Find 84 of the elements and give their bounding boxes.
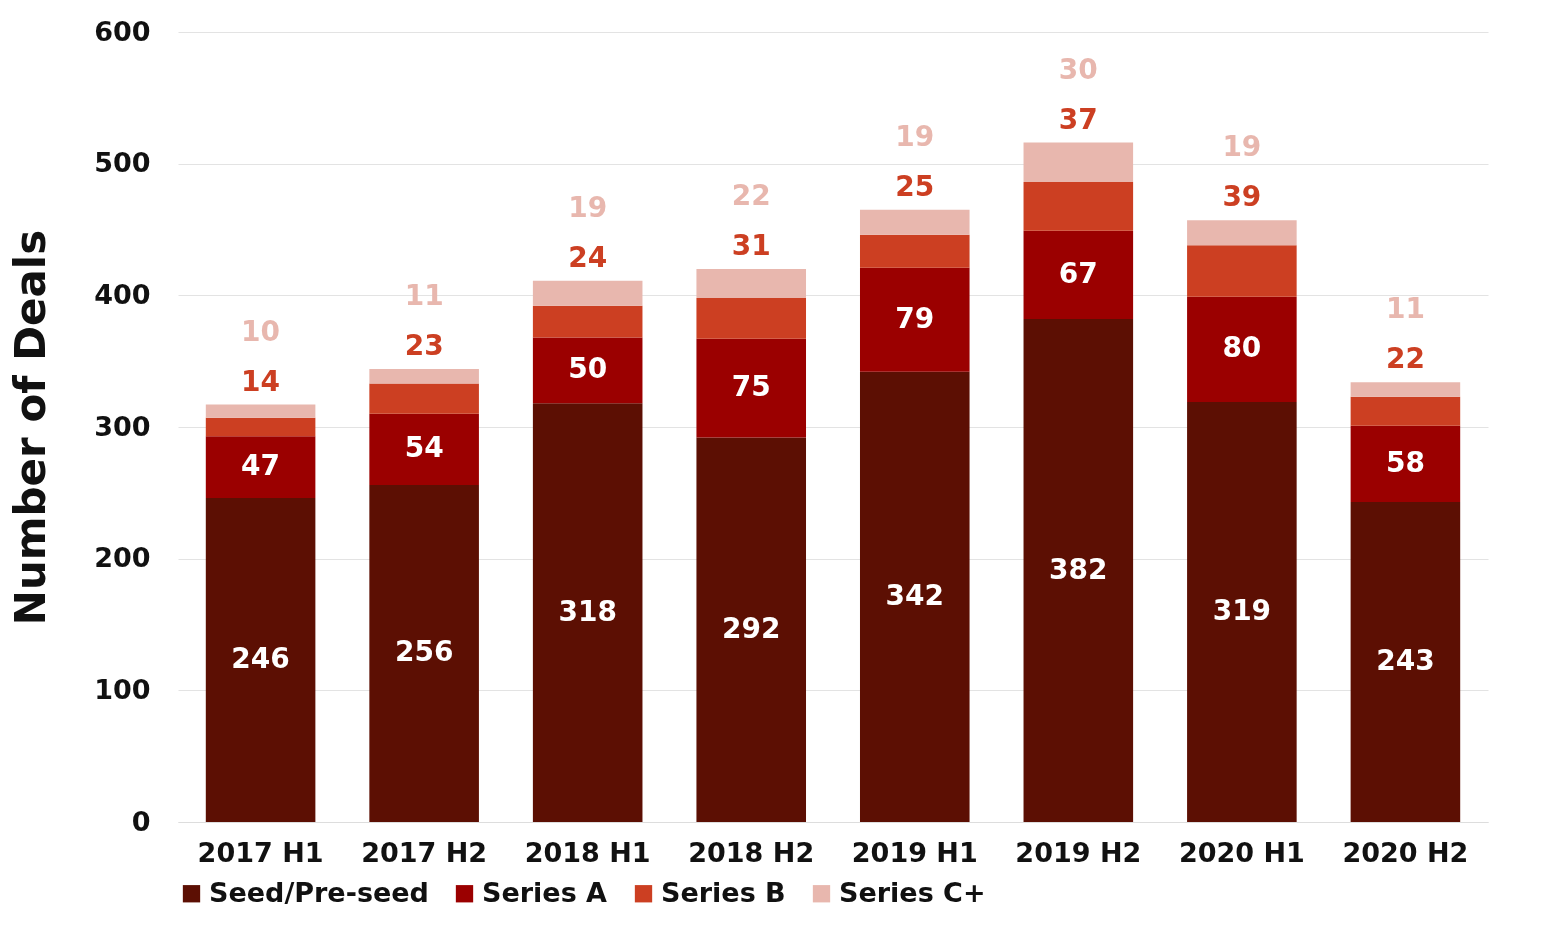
bar bbox=[532, 280, 643, 306]
data-label: 14 bbox=[241, 364, 281, 398]
legend-label: Series A bbox=[482, 876, 608, 908]
data-label: 25 bbox=[895, 169, 935, 203]
bar bbox=[1023, 182, 1134, 231]
legend-label: Series C+ bbox=[839, 876, 986, 908]
bar bbox=[205, 436, 316, 499]
data-label: 30 bbox=[1058, 52, 1098, 86]
bar bbox=[1023, 230, 1134, 320]
bar bbox=[859, 371, 970, 822]
y-tick-label: 400 bbox=[94, 278, 151, 310]
data-label: 79 bbox=[895, 301, 935, 335]
bar bbox=[1023, 319, 1134, 822]
data-label: 19 bbox=[568, 190, 608, 224]
data-label: 319 bbox=[1212, 593, 1272, 627]
y-tick-label: 600 bbox=[94, 15, 151, 47]
data-label: 22 bbox=[731, 179, 771, 212]
data-label: 24 bbox=[568, 240, 608, 274]
data-label: 47 bbox=[241, 449, 281, 483]
data-label: 54 bbox=[404, 431, 444, 465]
bar bbox=[1187, 296, 1297, 402]
data-label: 382 bbox=[1049, 552, 1108, 586]
y-tick-label: 500 bbox=[94, 147, 151, 179]
bar bbox=[205, 404, 316, 418]
data-label: 50 bbox=[568, 352, 608, 386]
bar bbox=[369, 383, 479, 414]
data-label: 243 bbox=[1376, 644, 1435, 678]
x-tick-label: 2019 H1 bbox=[851, 836, 978, 868]
legend-label: Seed/Pre-seed bbox=[209, 876, 429, 908]
bar bbox=[1187, 220, 1297, 246]
bar bbox=[696, 269, 807, 298]
data-label: 10 bbox=[241, 314, 281, 348]
bar bbox=[696, 338, 807, 438]
data-label: 80 bbox=[1222, 331, 1262, 365]
bar bbox=[696, 437, 807, 822]
bar bbox=[369, 484, 479, 822]
x-tick-label: 2019 H2 bbox=[1015, 836, 1142, 868]
bar bbox=[205, 417, 316, 437]
bar bbox=[859, 209, 970, 235]
y-tick-label: 300 bbox=[94, 410, 151, 442]
bar bbox=[1023, 142, 1134, 183]
y-tick-label: 100 bbox=[94, 673, 151, 705]
bar bbox=[1350, 502, 1461, 822]
data-label: 11 bbox=[1385, 292, 1425, 326]
x-tick-label: 2018 H1 bbox=[524, 836, 651, 868]
y-axis-title: Number of Deals bbox=[6, 229, 56, 626]
bar bbox=[532, 403, 643, 822]
data-label: 23 bbox=[404, 329, 444, 363]
bar bbox=[532, 337, 643, 404]
bar bbox=[1187, 245, 1297, 297]
y-tick-label: 0 bbox=[131, 805, 151, 837]
bar bbox=[859, 267, 970, 372]
bar bbox=[1350, 396, 1461, 426]
bar bbox=[1350, 382, 1461, 397]
data-label: 58 bbox=[1385, 445, 1425, 479]
data-label: 292 bbox=[722, 611, 781, 645]
x-tick-label: 2018 H2 bbox=[688, 836, 815, 868]
data-label: 22 bbox=[1385, 342, 1425, 376]
data-label: 37 bbox=[1058, 102, 1098, 136]
data-label: 318 bbox=[558, 594, 617, 628]
data-label: 256 bbox=[394, 635, 454, 669]
bar bbox=[532, 305, 643, 338]
bar bbox=[205, 498, 316, 822]
x-tick-label: 2017 H1 bbox=[197, 836, 324, 868]
data-label: 342 bbox=[885, 578, 944, 612]
x-tick-label: 2020 H2 bbox=[1342, 836, 1469, 868]
bar bbox=[369, 369, 479, 384]
y-tick-label: 200 bbox=[94, 542, 151, 574]
bar bbox=[1187, 401, 1297, 822]
legend-label: Series B bbox=[661, 876, 786, 908]
data-label: 19 bbox=[895, 119, 935, 153]
data-label: 39 bbox=[1222, 180, 1262, 214]
data-label: 19 bbox=[1222, 130, 1262, 164]
data-label: 75 bbox=[731, 370, 771, 404]
bar bbox=[859, 234, 970, 268]
bar bbox=[1350, 425, 1461, 503]
bar bbox=[369, 413, 479, 485]
data-label: 31 bbox=[731, 229, 771, 262]
data-label: 67 bbox=[1058, 256, 1098, 290]
x-tick-label: 2017 H2 bbox=[361, 836, 488, 868]
data-label: 246 bbox=[231, 642, 290, 676]
bar bbox=[696, 297, 807, 339]
x-tick-label: 2020 H1 bbox=[1178, 836, 1305, 868]
data-label: 11 bbox=[404, 279, 444, 313]
